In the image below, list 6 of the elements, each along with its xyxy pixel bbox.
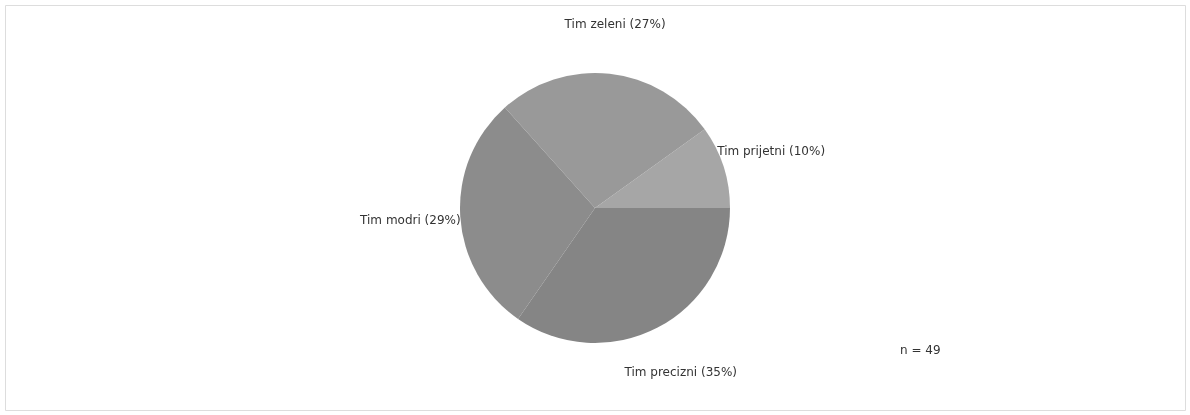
slice-label: Tim prijetni (10%) xyxy=(716,144,826,159)
pie-slice xyxy=(504,73,705,208)
slice-label: Tim precizni (35%) xyxy=(623,364,738,379)
text: n = 49 xyxy=(900,343,941,357)
slice-label: Tim modri (29%) xyxy=(359,212,461,227)
slice-label: Tim zeleni (27%) xyxy=(563,17,666,32)
